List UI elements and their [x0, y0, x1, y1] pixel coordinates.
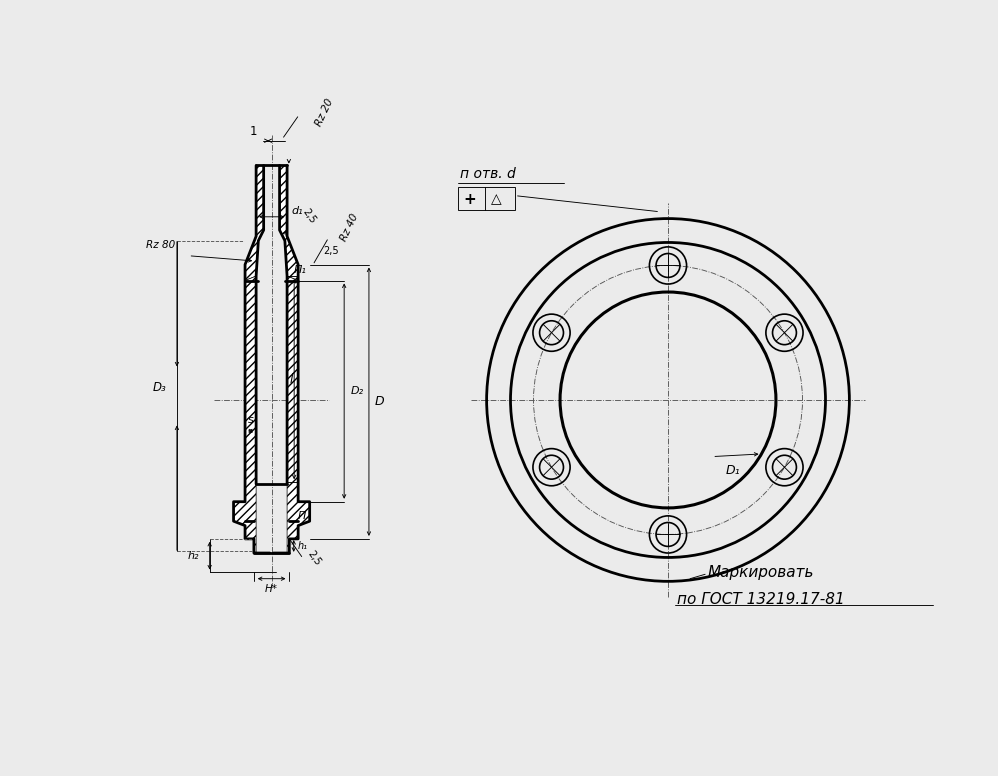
Text: Rz 20: Rz 20 [313, 97, 335, 128]
Text: s: s [248, 415, 253, 425]
Polygon shape [287, 276, 309, 553]
Text: d₁: d₁ [291, 206, 303, 217]
Text: П₁: П₁ [293, 265, 306, 275]
Text: D₃: D₃ [153, 381, 167, 393]
Polygon shape [234, 276, 256, 553]
Text: l: l [289, 372, 293, 386]
Text: D₂: D₂ [350, 386, 363, 396]
Text: 2,5: 2,5 [305, 549, 322, 567]
Text: D₁: D₁ [726, 464, 741, 477]
Text: h₁: h₁ [297, 541, 307, 551]
Text: Rz 80: Rz 80 [146, 240, 176, 250]
Text: 2,5: 2,5 [323, 246, 338, 256]
Text: Маркировать: Маркировать [708, 565, 814, 580]
Text: п отв. d: п отв. d [460, 168, 516, 182]
Text: h₂: h₂ [188, 551, 199, 561]
Text: Rz 40: Rz 40 [339, 212, 360, 243]
Text: △: △ [491, 192, 502, 206]
Text: по ГОСТ 13219.17-81: по ГОСТ 13219.17-81 [677, 591, 844, 607]
Bar [458, 187, 515, 210]
Text: H*: H* [265, 584, 278, 594]
Text: D: D [375, 395, 385, 408]
Polygon shape [246, 165, 263, 280]
Text: П: П [297, 511, 305, 521]
Text: 1: 1 [250, 126, 257, 138]
Polygon shape [279, 165, 298, 280]
Text: +: + [463, 192, 476, 206]
Text: 2,5: 2,5 [300, 206, 318, 225]
